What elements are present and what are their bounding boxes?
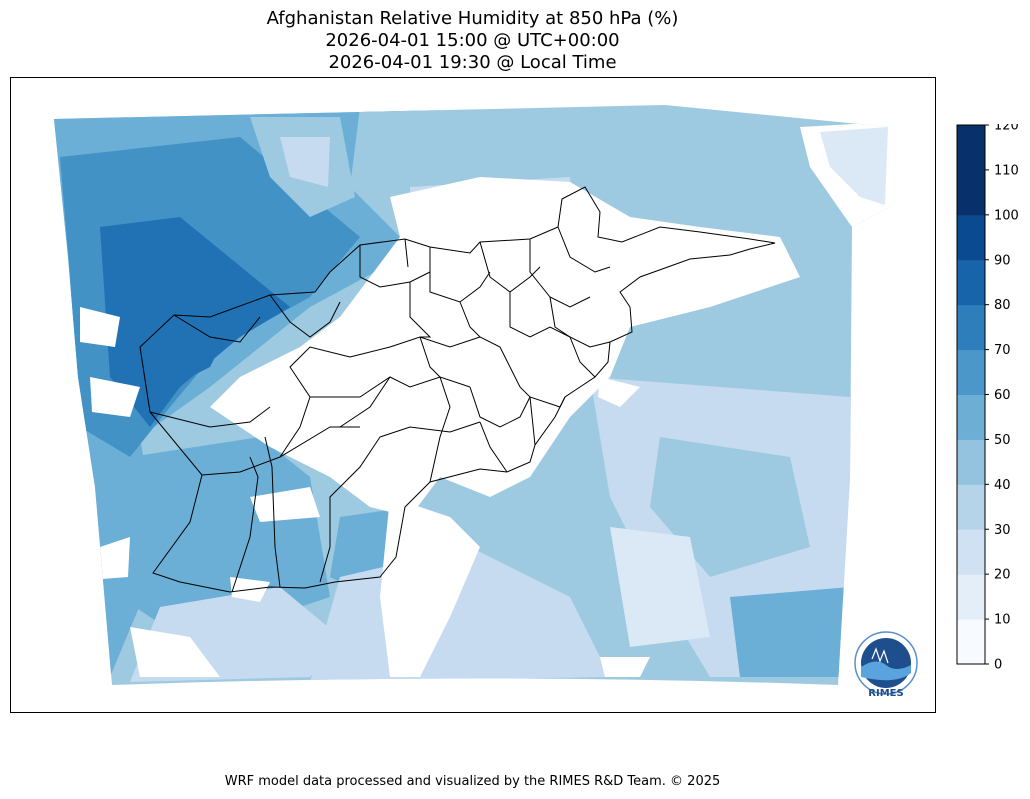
colorbar-tick-label: 0	[994, 658, 1002, 673]
humidity-field	[54, 105, 890, 685]
colorbar-tick-label: 30	[994, 523, 1011, 538]
rimes-logo-text: RIMES	[868, 688, 903, 699]
colorbar-tick-label: 60	[994, 388, 1011, 403]
colorbar-tick-label: 120	[994, 124, 1019, 134]
rimes-logo: RIMES	[854, 631, 918, 699]
colorbar-block	[957, 529, 985, 575]
colorbar-block	[957, 574, 985, 620]
colorbar-tick-label: 110	[994, 163, 1019, 178]
colorbar-tick-label: 10	[994, 613, 1011, 628]
colorbar-block	[957, 484, 985, 530]
colorbar-tick-label: 40	[994, 478, 1011, 493]
map-title-line2: 2026-04-01 15:00 @ UTC+00:00	[325, 30, 620, 51]
colorbar-block	[957, 304, 985, 351]
colorbar-blocks	[957, 125, 985, 665]
footer-credit: WRF model data processed and visualized …	[224, 774, 721, 789]
colorbar-tick-label: 90	[994, 253, 1011, 268]
colorbar-block	[957, 439, 985, 485]
colorbar-tick-label: 20	[994, 568, 1011, 583]
colorbar-block	[957, 125, 985, 171]
colorbar-tick-label: 80	[994, 298, 1011, 313]
colorbar-block	[957, 394, 985, 440]
colorbar: 0 10 20 30 40 50 60 70 80 90 100 110 120	[956, 124, 1019, 673]
colorbar-ticks: 0 10 20 30 40 50 60 70 80 90 100 110 120	[985, 124, 1019, 673]
colorbar-block	[957, 169, 985, 216]
province-boundaries	[139, 186, 776, 593]
colorbar-tick-label: 100	[994, 208, 1019, 223]
map-title-line1: Afghanistan Relative Humidity at 850 hPa…	[266, 8, 679, 29]
map-title-line3: 2026-04-01 19:30 @ Local Time	[328, 52, 617, 73]
colorbar-block	[957, 214, 985, 261]
colorbar-block	[957, 619, 985, 665]
colorbar-block	[957, 349, 985, 395]
colorbar-tick-label: 70	[994, 343, 1011, 358]
colorbar-tick-label: 50	[994, 433, 1011, 448]
colorbar-block	[957, 259, 985, 306]
humidity-map: RIMES	[10, 77, 936, 713]
